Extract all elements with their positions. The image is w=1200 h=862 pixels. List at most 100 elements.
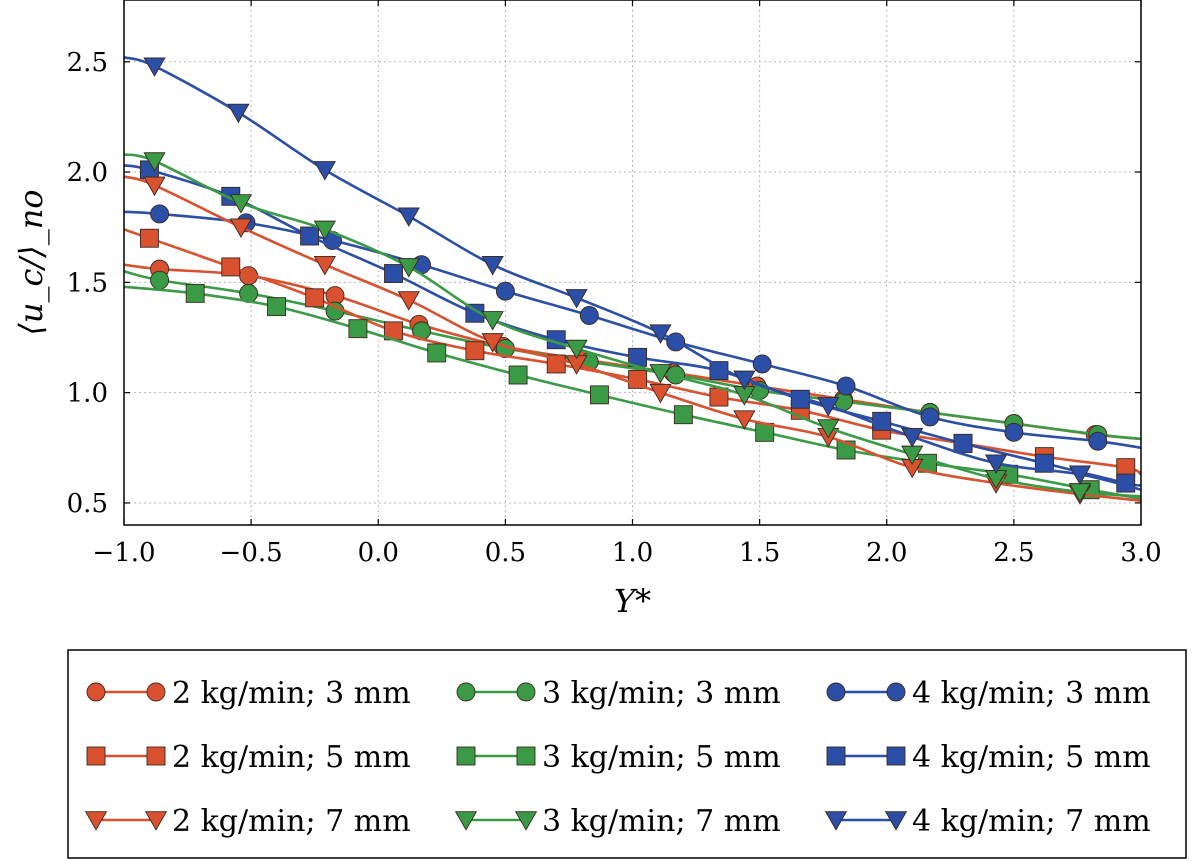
legend-marker-right-3 xyxy=(146,746,166,766)
series-8-point-9 xyxy=(817,397,840,417)
series-4-point-2 xyxy=(267,297,286,317)
series-8-point-12 xyxy=(1068,465,1092,486)
series-3-point-8 xyxy=(709,387,729,407)
x-tick-label-4: 1.0 xyxy=(612,538,653,568)
series-5-point-12 xyxy=(1034,453,1054,473)
series-8 xyxy=(124,56,1141,491)
series-8-point-5 xyxy=(481,255,504,276)
grid-lines xyxy=(123,0,1142,525)
series-line-6 xyxy=(124,175,1141,502)
y-axis-label-text: ⟨u_c/⟩_no xyxy=(12,189,50,335)
legend-marker-left-0 xyxy=(86,682,106,702)
legend-item-3: 2 kg/min; 5 mm xyxy=(86,740,411,775)
series-8-point-4 xyxy=(397,207,420,227)
series-7-point-3 xyxy=(313,220,336,241)
series-8-point-3 xyxy=(313,161,336,181)
series-lines xyxy=(124,56,1141,505)
legend: 2 kg/min; 3 mm 3 kg/min; 3 mm 4 kg/min; 3 … xyxy=(84,676,1151,839)
legend-label-8: 4 kg/min; 7 mm xyxy=(912,804,1151,839)
x-tick-label-5: 1.5 xyxy=(739,538,780,568)
series-7-point-1 xyxy=(143,152,166,172)
legend-label-7: 3 kg/min; 7 mm xyxy=(542,804,781,839)
legend-marker-left-8 xyxy=(824,811,848,831)
series-2-point-9 xyxy=(836,376,856,396)
series-5-point-4 xyxy=(384,264,403,283)
legend-label-6: 2 kg/min; 7 mm xyxy=(172,804,411,839)
y-tick-label-2: 1.5 xyxy=(67,268,108,298)
legend-item-1: 3 kg/min; 3 mm xyxy=(456,676,781,711)
series-7-point-9 xyxy=(817,419,840,439)
legend-marker-right-0 xyxy=(146,682,166,702)
series-line-1 xyxy=(124,270,1141,441)
legend-marker-left-4 xyxy=(456,746,476,766)
legend-item-8: 4 kg/min; 7 mm xyxy=(824,804,1151,839)
legend-marker-right-7 xyxy=(514,811,538,831)
series-2-point-8 xyxy=(752,354,772,374)
y-tick-label-3: 2.0 xyxy=(67,158,108,188)
series-7-point-2 xyxy=(229,194,253,214)
series-2-point-1 xyxy=(150,204,170,224)
series-6-point-5 xyxy=(481,333,504,353)
legend-box xyxy=(67,649,1187,859)
legend-label-0: 2 kg/min; 3 mm xyxy=(172,676,411,711)
series-3-point-2 xyxy=(221,257,241,277)
series-4-point-5 xyxy=(508,365,528,385)
series-2-point-5 xyxy=(495,281,515,301)
legend-marker-left-2 xyxy=(826,682,846,702)
series-line-7 xyxy=(124,153,1141,498)
series-4-point-7 xyxy=(673,405,693,425)
legend-item-4: 3 kg/min; 5 mm xyxy=(456,740,781,775)
series-5-point-3 xyxy=(300,226,320,246)
x-tick-label-6: 2.0 xyxy=(866,538,907,568)
legend-marker-right-1 xyxy=(516,682,536,702)
legend-item-6: 2 kg/min; 7 mm xyxy=(84,804,411,839)
series-7-point-4 xyxy=(397,258,420,278)
x-axis-label: Y* xyxy=(614,582,651,620)
series-8-point-10 xyxy=(901,428,924,448)
legend-marker-right-5 xyxy=(886,746,906,766)
series-2-point-6 xyxy=(579,305,599,325)
y-axis-label: ⟨u_c/⟩_no xyxy=(12,189,50,335)
series-8-point-2 xyxy=(227,103,250,124)
x-tick-label-0: −1.0 xyxy=(92,538,155,568)
legend-marker-left-7 xyxy=(454,811,478,831)
legend-item-2: 4 kg/min; 3 mm xyxy=(826,676,1151,711)
series-7-point-5 xyxy=(481,311,504,331)
legend-label-1: 3 kg/min; 3 mm xyxy=(542,676,781,711)
series-3-point-5 xyxy=(465,341,485,361)
legend-marker-right-8 xyxy=(884,811,908,831)
series-5 xyxy=(124,160,1141,493)
x-tick-label-2: 0.0 xyxy=(358,538,399,568)
series-8-point-1 xyxy=(143,57,166,77)
series-3-point-3 xyxy=(305,288,325,308)
legend-item-7: 3 kg/min; 7 mm xyxy=(454,804,781,839)
legend-marker-left-1 xyxy=(456,682,476,702)
legend-label-4: 3 kg/min; 5 mm xyxy=(542,740,781,775)
series-7 xyxy=(124,152,1141,503)
y-tick-label-0: 0.5 xyxy=(67,489,108,519)
legend-marker-left-6 xyxy=(84,811,108,831)
series-6-point-2 xyxy=(229,218,253,238)
legend-marker-right-4 xyxy=(516,746,536,766)
series-line-2 xyxy=(124,210,1141,450)
legend-item-5: 4 kg/min; 5 mm xyxy=(826,740,1151,775)
series-6-point-4 xyxy=(397,291,420,311)
x-tick-label-3: 0.5 xyxy=(485,538,526,568)
series-7-point-7 xyxy=(649,364,672,384)
legend-marker-right-2 xyxy=(886,682,906,702)
series-6-point-1 xyxy=(143,176,166,197)
series-8-point-8 xyxy=(733,370,756,391)
x-tick-label-1: −0.5 xyxy=(220,538,283,568)
legend-label-3: 2 kg/min; 5 mm xyxy=(172,740,411,775)
series-8-point-7 xyxy=(649,324,672,344)
series-4-point-6 xyxy=(589,385,609,405)
series-6-point-7 xyxy=(649,383,672,404)
series-5-point-11 xyxy=(953,433,973,453)
x-tick-label-7: 2.5 xyxy=(993,538,1034,568)
series-4-point-3 xyxy=(348,319,368,339)
series-3-point-1 xyxy=(139,228,159,248)
legend-item-0: 2 kg/min; 3 mm xyxy=(86,676,411,711)
axis-ticks: −1.0 −0.5 0.0 0.5 1.0 1.5 2.0 2.5 3.0 0.5 1.0 1.5 2.… xyxy=(67,0,1162,568)
legend-label-5: 4 kg/min; 5 mm xyxy=(912,740,1151,775)
